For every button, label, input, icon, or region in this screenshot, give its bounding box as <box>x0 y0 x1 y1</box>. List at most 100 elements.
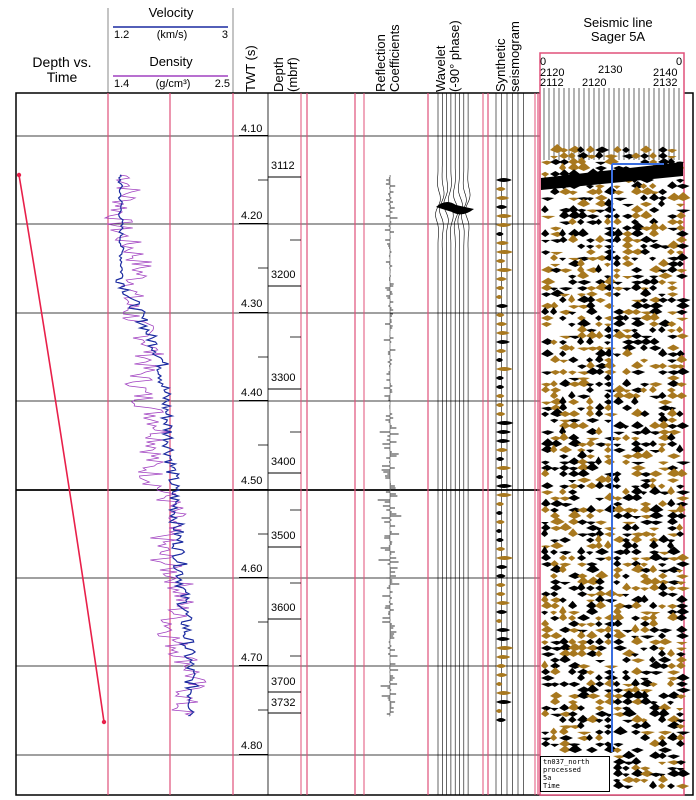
seismic-wiggle <box>622 276 633 279</box>
seismic-wiggle <box>649 601 658 609</box>
seismic-wiggle <box>622 225 633 231</box>
seismic-wiggle <box>658 534 670 543</box>
seismic-wiggle <box>640 176 654 183</box>
seismic-wiggle <box>613 165 625 171</box>
seismic-wiggle <box>568 457 581 465</box>
seismic-wiggle <box>631 777 642 783</box>
seismic-wiggle <box>667 511 679 519</box>
seismic-wiggle <box>667 181 678 189</box>
seismic-wiggle <box>658 297 669 303</box>
seismic-wiggle <box>631 339 645 345</box>
seismic-wiggle <box>658 443 667 447</box>
synthetic-lobe <box>496 457 505 461</box>
seismic-wiggle <box>613 778 621 783</box>
seismic-wiggle <box>658 761 667 765</box>
seismic-wiggle <box>676 569 684 573</box>
seismic-wiggle <box>631 667 643 675</box>
seismic-wiggle <box>550 512 560 519</box>
seismic-wiggle <box>559 359 569 363</box>
velocity-log-curve <box>115 174 200 717</box>
seismic-wiggle <box>667 662 677 669</box>
seismic-wiggle <box>667 580 682 585</box>
seismic-wiggle <box>559 464 570 471</box>
seismic-wiggle <box>622 776 636 783</box>
seismic-wiggle <box>622 392 637 399</box>
seismic-wiggle <box>667 265 678 273</box>
seismic-wiggle <box>568 507 583 513</box>
velocity-unit: (km/s) <box>156 29 188 41</box>
seismic-wiggle <box>577 554 587 561</box>
seismic-wiggle <box>559 612 568 621</box>
seismic-wiggle <box>613 391 625 399</box>
seismic-wiggle <box>613 213 621 219</box>
seismic-axis-label: 0 <box>540 56 547 68</box>
seismic-wiggle <box>604 323 613 327</box>
seismic-wiggle <box>640 766 651 771</box>
seismic-wiggle <box>640 287 649 291</box>
density-log-curve <box>103 174 207 717</box>
seismic-axis-label: 0 <box>676 56 683 68</box>
seismic-wiggle <box>559 396 567 405</box>
seismic-wiggle <box>586 405 594 411</box>
seismic-wiggle <box>586 184 594 189</box>
seismic-wiggle <box>613 286 624 291</box>
seismic-wiggle <box>622 674 631 681</box>
seismic-wiggle <box>631 757 642 765</box>
seismic-wiggle <box>559 309 574 315</box>
synthetic-lobe <box>496 520 505 524</box>
seismic-wiggle <box>577 407 586 411</box>
seismic-wiggle <box>622 240 633 249</box>
seismic-wiggle <box>631 445 644 453</box>
seismic-wiggle <box>586 367 600 375</box>
seismic-wiggle <box>622 348 633 357</box>
seismic-wiggle <box>640 298 649 303</box>
seismic-wiggle <box>613 292 621 297</box>
seismic-wiggle <box>667 486 675 495</box>
seismic-wiggle <box>595 590 607 597</box>
synthetic-lobe <box>496 610 508 614</box>
seismic-wiggle <box>541 338 554 345</box>
seismic-wiggle <box>676 461 691 465</box>
seismic-wiggle <box>640 344 648 351</box>
seismic-wiggle <box>613 385 627 393</box>
seismic-wiggle <box>568 662 582 669</box>
seismic-wiggle <box>577 576 590 585</box>
seismic-wiggle <box>622 146 630 153</box>
seismic-wiggle <box>640 501 652 507</box>
seismic-wiggle <box>613 619 623 627</box>
seismic-wiggle <box>586 449 595 453</box>
seismic-wiggle <box>595 218 603 225</box>
seismic-wiggle <box>559 147 569 153</box>
seismic-wiggle <box>550 632 563 639</box>
seismic-wiggle <box>577 582 586 591</box>
seismic-wiggle <box>595 330 604 339</box>
seismic-wiggle <box>568 274 577 279</box>
seismic-wiggle <box>595 409 604 417</box>
seismic-wiggle <box>559 228 566 237</box>
seismic-wiggle <box>613 185 621 189</box>
seismic-wiggle <box>541 321 552 327</box>
seismic-wiggle <box>586 693 601 699</box>
seismic-wiggle <box>586 670 595 675</box>
seismic-wiggle <box>640 670 653 675</box>
seismic-wiggle <box>676 733 685 741</box>
seismic-wiggle <box>622 434 631 441</box>
seismic-wiggle <box>613 353 622 357</box>
density-max: 2.5 <box>214 78 230 90</box>
seismic-wiggle <box>595 209 606 213</box>
seismic-wiggle <box>541 640 549 645</box>
seismic-wiggle <box>604 589 618 597</box>
seismic-wiggle <box>631 436 640 441</box>
seismic-wiggle <box>640 248 651 255</box>
seismic-wiggle <box>676 731 691 735</box>
seismic-wiggle <box>595 621 603 627</box>
seismic-wiggle <box>568 711 578 717</box>
seismic-wiggle <box>559 637 569 645</box>
wavelet-trace <box>453 93 459 795</box>
seismic-wiggle <box>577 483 586 489</box>
seismic-wiggle <box>613 484 622 489</box>
seismic-wiggle <box>550 159 562 165</box>
depth-tick-label: 3200 <box>271 269 296 281</box>
seismic-wiggle <box>595 710 609 717</box>
seismic-wiggle <box>550 727 558 735</box>
